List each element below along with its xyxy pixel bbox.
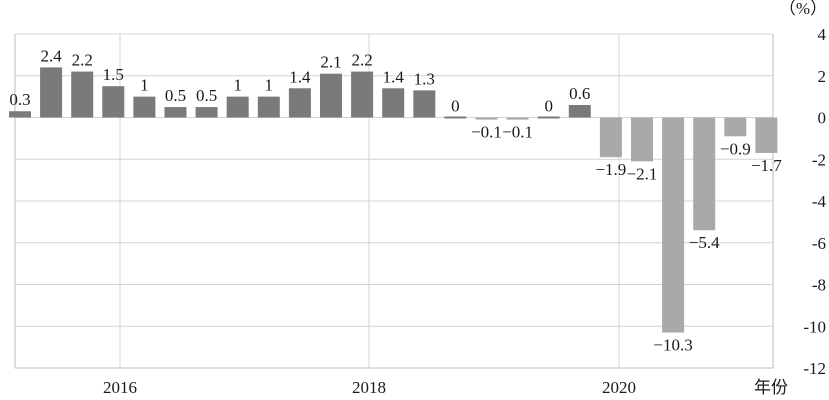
bar [71,71,94,118]
value-label: 0.6 [569,84,590,103]
bar [320,73,342,118]
x-tick-label: 2016 [103,378,137,397]
value-label: 1 [265,76,274,95]
bar [475,117,498,120]
bar [537,116,560,119]
bar [444,116,467,119]
value-label: 2.4 [40,46,62,65]
bar [226,96,249,118]
bar [351,71,374,118]
y-axis-ticks: 4 2 0 -2 -4 -6 -8 -10 -12 [803,25,826,378]
bar [413,90,436,118]
bar [506,117,529,120]
value-label: 2.2 [72,51,93,70]
bar [40,67,63,118]
y-tick-label: -8 [812,276,826,295]
value-label: 0.5 [196,86,217,105]
y-tick-label: -10 [803,317,826,336]
bar [568,104,591,118]
value-label: 1.4 [383,67,405,86]
bar [755,117,778,153]
y-tick-label: -12 [803,359,826,378]
value-label: 1.4 [289,67,311,86]
bar [102,86,125,118]
value-label: 0.3 [9,90,30,109]
bar [9,111,31,118]
value-label: 1.5 [103,65,124,84]
value-label: −1.7 [751,156,782,175]
y-tick-label: 4 [818,25,827,44]
value-label: 1.3 [414,69,435,88]
value-label: 2.1 [320,53,341,72]
bar [631,117,653,162]
bar [382,88,405,118]
value-label: −0.1 [502,123,533,142]
bar [257,96,280,118]
bar [288,88,311,118]
value-label: 0 [544,97,553,116]
y-tick-label: -2 [812,150,826,169]
value-label: −1.9 [595,160,626,179]
value-label: −2.1 [627,164,658,183]
bars [9,67,778,333]
value-label: −10.3 [653,336,692,355]
value-label: −0.1 [471,123,502,142]
value-label: 1 [140,76,149,95]
value-label: −5.4 [689,233,720,252]
value-label: 0 [451,97,460,116]
y-tick-label: -4 [812,192,827,211]
x-tick-label: 2018 [352,378,386,397]
value-label: 2.2 [351,51,372,70]
bar [195,107,218,118]
x-tick-label: 2020 [602,378,636,397]
bar [599,117,622,158]
y-tick-label: 0 [818,109,827,128]
bar [724,117,747,137]
y-tick-label: -6 [812,234,826,253]
x-axis-unit: 年份 [754,378,788,397]
x-axis-ticks: 2016 2018 2020 [103,378,636,397]
y-axis-unit: （%） [779,0,827,18]
bar [662,117,685,333]
value-label: 1 [233,76,242,95]
value-label: 0.5 [165,86,186,105]
bar [133,96,156,118]
bar [693,117,716,231]
bar [164,107,187,118]
value-labels: 0.3 2.4 2.2 1.5 1 0.5 0.5 1 1 1.4 2.1 2.2 1.4 1.3 0 −0.… [9,46,782,354]
y-tick-label: 2 [818,67,827,86]
value-label: −0.9 [720,139,751,158]
